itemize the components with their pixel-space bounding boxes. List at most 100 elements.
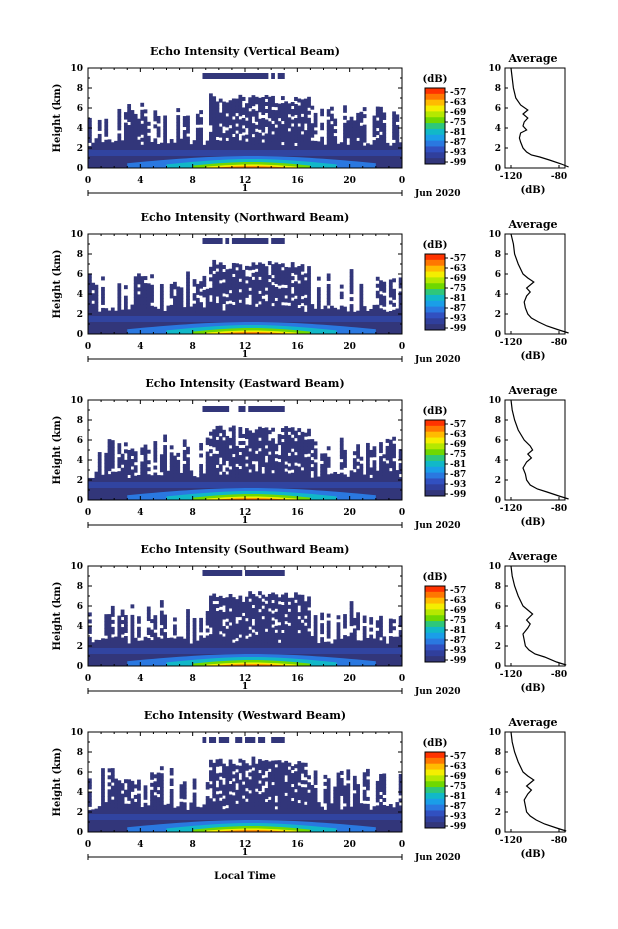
echo-cell [280, 622, 285, 627]
echo-cell [274, 103, 279, 108]
echo-cell [245, 600, 249, 605]
echo-cell [251, 126, 256, 131]
echo-cell [117, 629, 122, 634]
echo-cell [88, 283, 92, 288]
echo-cell [258, 238, 262, 244]
echo-cell [215, 460, 220, 465]
echo-cell [258, 125, 262, 130]
echo-cell [159, 468, 164, 473]
echo-cell [267, 618, 272, 623]
echo-cell [280, 291, 285, 296]
echo-cell [212, 305, 217, 310]
echo-cell [392, 111, 396, 116]
echo-cell [248, 454, 253, 459]
echo-cell [379, 445, 383, 450]
echo-cell [280, 466, 285, 471]
echo-cell [114, 799, 118, 804]
echo-cell [297, 452, 302, 457]
echo-cell [254, 620, 259, 625]
echo-cell [140, 290, 145, 295]
echo-cell [379, 294, 383, 299]
echo-cell [307, 775, 311, 780]
echo-cell [284, 457, 289, 462]
echo-cell [182, 449, 187, 454]
echo-cell [241, 110, 246, 115]
echo-cell [222, 737, 226, 743]
echo-cell [245, 631, 249, 636]
echo-cell [209, 456, 213, 461]
echo-cell [248, 433, 253, 438]
echo-cell [280, 73, 285, 79]
echo-cell [366, 786, 370, 791]
echo-cell [176, 118, 181, 123]
echo-cell [369, 144, 374, 168]
echo-cell [349, 127, 354, 132]
echo-cell [245, 449, 249, 454]
echo-cell [258, 787, 262, 792]
echo-cell [254, 802, 259, 807]
echo-cell [143, 286, 148, 291]
echo-cell [297, 109, 302, 114]
echo-cell [231, 238, 236, 244]
colorbar-tick-label: -57 [450, 254, 466, 264]
echo-cell [248, 308, 253, 313]
echo-cell [277, 737, 282, 743]
echo-cell [186, 126, 190, 131]
echo-cell [274, 265, 279, 270]
echo-cell [202, 275, 207, 280]
profile-x-tick-label: -120 [500, 338, 523, 348]
echo-cell [235, 284, 239, 289]
echo-cell [114, 796, 118, 801]
echo-cell [261, 570, 266, 576]
colorbar-tick-label: -81 [450, 294, 466, 304]
echo-cell [326, 308, 331, 313]
echo-cell [205, 618, 210, 623]
profile-y-tick-label: 6 [495, 436, 501, 446]
echo-cell [356, 112, 360, 117]
echo-cell [346, 120, 351, 125]
profile-y-tick-label: 4 [495, 788, 501, 798]
echo-cell [179, 294, 184, 299]
echo-cell [359, 304, 364, 309]
echo-cell [159, 600, 164, 605]
echo-cell [228, 121, 233, 126]
echo-cell [294, 128, 298, 133]
echo-cell [97, 123, 102, 128]
echo-cell [356, 144, 360, 168]
echo-cell [218, 304, 223, 309]
y-tick-label: 6 [77, 768, 83, 778]
echo-cell [192, 782, 197, 787]
echo-cell [313, 618, 318, 623]
echo-cell [94, 302, 99, 307]
echo-cell [310, 460, 315, 465]
echo-cell [320, 637, 324, 642]
echo-cell [123, 285, 128, 290]
echo-cell [323, 470, 328, 475]
echo-cell [143, 795, 148, 800]
echo-cell [388, 464, 393, 469]
echo-cell [101, 276, 105, 281]
echo-cell [209, 121, 213, 126]
echo-cell [280, 633, 285, 638]
echo-cell [146, 290, 151, 295]
echo-cell [333, 118, 338, 123]
echo-cell [110, 626, 115, 631]
y-axis-label: Height (km) [52, 582, 63, 651]
echo-cell [382, 126, 387, 131]
x-tick-label: 0 [399, 674, 405, 684]
echo-cell [248, 782, 253, 787]
colorbar-swatch [425, 586, 445, 593]
echo-cell [153, 448, 158, 453]
echo-cell [159, 638, 164, 643]
echo-cell [238, 797, 243, 802]
echo-cell [349, 297, 354, 302]
echo-cell [267, 789, 272, 794]
echo-cell [287, 134, 292, 139]
echo-cell [254, 299, 259, 304]
echo-cell [287, 801, 292, 806]
echo-cell [202, 406, 207, 412]
echo-cell [195, 113, 200, 118]
echo-cell [280, 598, 285, 603]
echo-cell [267, 131, 272, 136]
echo-cell [379, 794, 383, 799]
